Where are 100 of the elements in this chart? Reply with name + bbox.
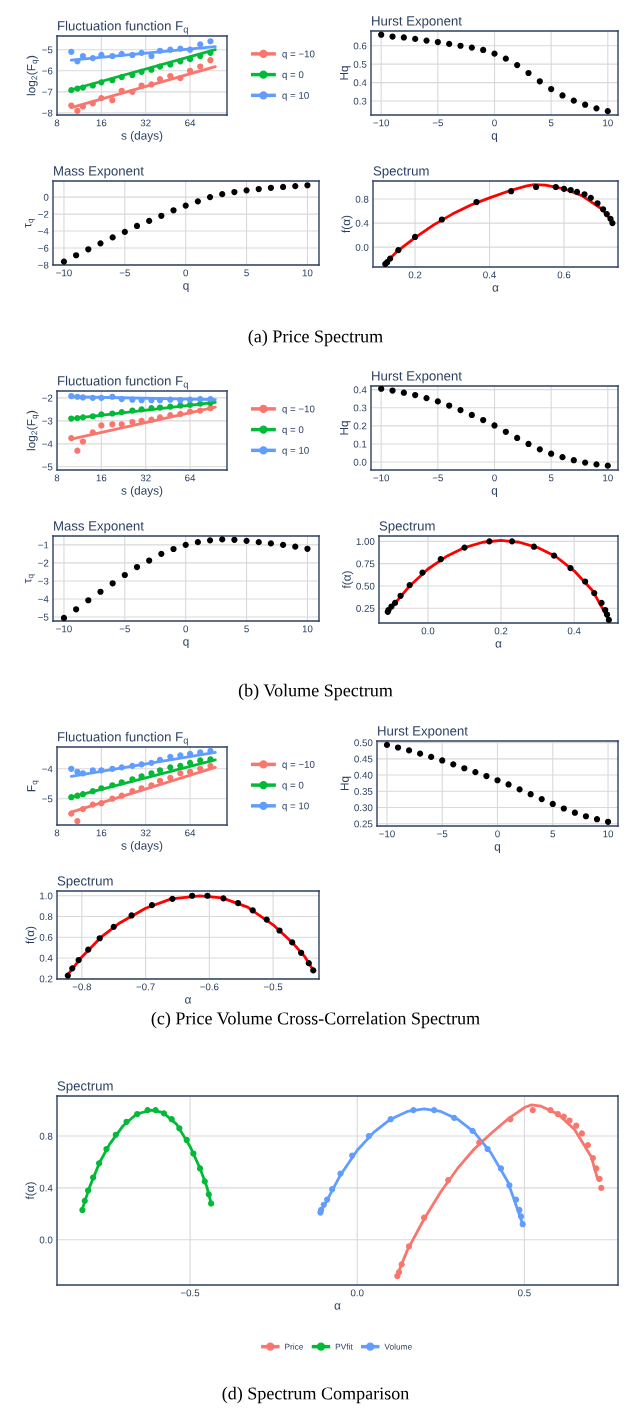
x-tick-label: 32 <box>140 119 151 127</box>
x-tick-label: 16 <box>96 474 107 482</box>
x-tick-label: 0.4 <box>483 271 497 279</box>
y-axis-title: Hq <box>339 66 351 80</box>
y-axis-title: F$_{q}$ <box>27 780 39 792</box>
x-tick-label: 0.2 <box>494 627 508 635</box>
y-axis-title: log$_{2}$(F$_{q}$) <box>26 55 39 96</box>
chart-title: Hurst Exponent <box>378 726 468 739</box>
x-tick-label: −5 <box>432 119 443 127</box>
legend-label: q = 10 <box>282 802 309 812</box>
y-axis-title: τ$_{q}$ <box>25 219 35 228</box>
text: (b) Volume Spectrum <box>238 683 393 701</box>
chart-title: Spectrum <box>57 1081 113 1094</box>
x-tick-label: 32 <box>140 474 151 482</box>
x-axis-title: α <box>185 997 192 1004</box>
y-axis-title: f(α) <box>25 1182 37 1200</box>
y-tick-label: 0 <box>43 193 49 201</box>
chart-title: Spectrum <box>373 166 429 179</box>
y-axis-title: τ$_{q}$ <box>25 574 35 584</box>
y-tick-label: 0.4 <box>353 386 367 394</box>
chart-title: Hurst Exponent <box>372 371 462 384</box>
legend-label: q = −10 <box>282 405 315 415</box>
y-tick-label: 0.4 <box>39 954 53 962</box>
x-tick-label: 10 <box>603 119 613 127</box>
x-tick-label: −0.5 <box>180 1289 200 1297</box>
chart-title: Spectrum <box>57 876 113 889</box>
x-tick-label: −10 <box>379 830 395 838</box>
x-tick-label: 0.4 <box>567 627 581 635</box>
y-tick-label: 0.8 <box>39 913 53 921</box>
x-axis-title: α <box>495 641 502 648</box>
y-tick-label: 0.6 <box>353 42 367 50</box>
y-tick-label: −2 <box>38 559 49 567</box>
y-tick-label: −5 <box>42 46 53 54</box>
x-tick-label: 8 <box>54 119 60 127</box>
x-tick-label: 8 <box>54 474 60 482</box>
chart-title: Hurst Exponent <box>372 16 462 29</box>
legend-label: q = 0 <box>282 781 304 791</box>
x-tick-label: −5 <box>119 269 130 277</box>
x-tick-label: 32 <box>140 829 151 837</box>
y-tick-label: −5 <box>42 795 53 803</box>
x-tick-label: −5 <box>432 474 443 482</box>
x-tick-label: 10 <box>603 830 614 838</box>
x-tick-label: 10 <box>302 625 313 633</box>
x-tick-label: 0.5 <box>518 1289 531 1297</box>
x-tick-label: −10 <box>373 474 390 482</box>
y-tick-label: 0.4 <box>355 219 369 227</box>
y-tick-label: 0.0 <box>353 458 367 466</box>
y-tick-label: 0.35 <box>354 788 373 795</box>
y-tick-label: −5 <box>42 463 53 471</box>
y-tick-label: −8 <box>42 109 53 117</box>
chart-title: Fluctuation function F$_{q}$ <box>58 20 188 35</box>
y-tick-label: −6 <box>38 244 49 252</box>
x-tick-label: −10 <box>56 625 72 633</box>
y-tick-label: 0.6 <box>39 933 53 941</box>
legend-label: q = −10 <box>282 761 315 770</box>
y-axis-title: Hq <box>339 421 351 435</box>
x-tick-label: 5 <box>244 625 249 633</box>
y-tick-label: 0.3 <box>353 404 367 412</box>
y-tick-label: 0.30 <box>354 804 373 812</box>
x-axis-title: s (days) <box>121 486 163 498</box>
y-axis-title: Hq <box>340 776 352 791</box>
y-tick-label: 0.5 <box>353 60 367 68</box>
y-tick-label: 0.3 <box>353 97 367 105</box>
x-tick-label: 0 <box>495 830 500 838</box>
x-axis-title: q <box>494 844 501 854</box>
x-tick-label: −10 <box>373 119 390 127</box>
y-tick-label: 0.45 <box>354 755 373 763</box>
y-tick-label: −4 <box>42 765 53 773</box>
legend-label: Volume <box>384 1343 412 1350</box>
y-axis-title: f(α) <box>342 571 354 589</box>
x-axis-title: q <box>183 283 189 293</box>
y-tick-label: 1.00 <box>356 538 375 545</box>
y-tick-label: 0.4 <box>39 1184 53 1192</box>
chart-title: Mass Exponent <box>54 166 144 179</box>
x-tick-label: 0 <box>492 119 497 127</box>
legend-label: Price <box>285 1343 304 1350</box>
chart-title: Mass Exponent <box>54 521 144 534</box>
y-tick-label: 0.0 <box>39 1236 53 1244</box>
y-tick-label: −2 <box>42 394 53 402</box>
y-tick-label: 0.40 <box>354 771 373 779</box>
text: (a) Price Spectrum <box>248 329 383 347</box>
x-tick-label: 5 <box>548 119 554 127</box>
x-tick-label: 0.2 <box>408 271 422 279</box>
legend-label: q = 0 <box>282 426 304 436</box>
x-axis-title: q <box>491 133 498 143</box>
text: (c) Price Volume Cross-Correlation Spectrum <box>151 1011 480 1029</box>
x-tick-label: 0 <box>183 269 189 277</box>
x-tick-label: −0.7 <box>136 983 155 991</box>
y-tick-label: 0.0 <box>355 243 369 251</box>
y-tick-label: −4 <box>42 440 53 448</box>
x-axis-title: q <box>183 639 189 649</box>
y-tick-label: −8 <box>38 261 49 269</box>
x-tick-label: 8 <box>54 829 60 837</box>
x-tick-label: 16 <box>96 829 107 837</box>
y-tick-label: 0.8 <box>39 1132 53 1140</box>
y-tick-label: −4 <box>38 227 49 235</box>
y-tick-label: −1 <box>38 541 49 549</box>
x-tick-label: 64 <box>185 119 196 127</box>
y-tick-label: 0.2 <box>353 422 367 430</box>
x-tick-label: −5 <box>119 625 130 633</box>
